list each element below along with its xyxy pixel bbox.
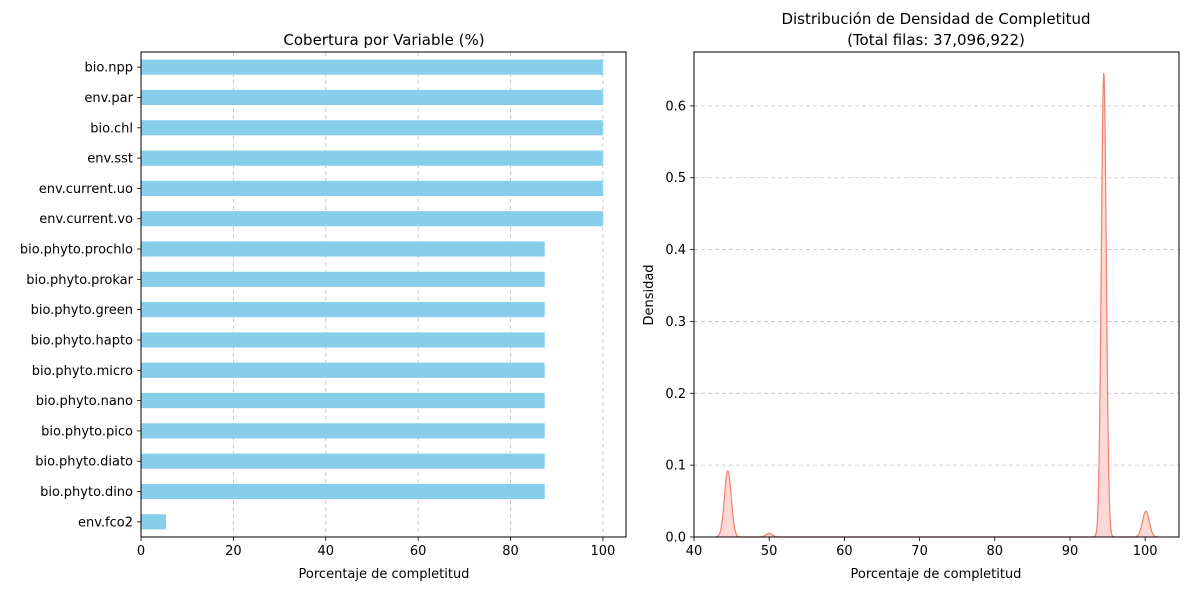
- density-chart-title: Distribución de Densidad de Completitud: [781, 10, 1090, 28]
- bar-chart-category-labels: bio.npp env.par bio.chl env.sst env.current.…: [20, 61, 141, 530]
- bar-chart-bars: [141, 59, 603, 530]
- bar: [141, 59, 603, 75]
- density-chart: Distribución de Densidad de Completitud …: [642, 10, 1180, 582]
- density-chart-x-ticks: 40 50 60 70 80 90 100: [686, 537, 1158, 559]
- bar: [141, 514, 166, 530]
- x-tick-label: 90: [1062, 544, 1079, 559]
- bar: [141, 302, 545, 318]
- bar: [141, 241, 545, 257]
- bar: [141, 150, 603, 166]
- category-label: env.par: [84, 91, 133, 106]
- bar: [141, 271, 545, 287]
- category-label: bio.phyto.hapto: [31, 333, 133, 348]
- category-label: env.sst: [87, 152, 133, 167]
- density-chart-subtitle: (Total filas: 37,096,922): [847, 31, 1025, 49]
- density-chart-frame: [693, 51, 1180, 538]
- y-tick-label: 0.1: [665, 459, 686, 474]
- category-label: bio.phyto.dino: [40, 485, 133, 500]
- category-label: env.current.uo: [39, 182, 133, 197]
- bar: [141, 362, 545, 378]
- category-label: bio.npp: [85, 61, 133, 76]
- density-chart-gridlines: [694, 105, 1179, 466]
- bar: [141, 423, 545, 439]
- bar-chart-title: Cobertura por Variable (%): [283, 31, 484, 49]
- x-tick-label: 60: [836, 544, 853, 559]
- bar: [141, 453, 545, 469]
- bar-chart-frame: [140, 51, 627, 538]
- bar: [141, 89, 603, 106]
- y-tick-label: 0.0: [665, 531, 686, 546]
- density-chart-y-ticks: 0.0 0.1 0.2 0.3 0.4 0.5 0.6: [665, 99, 694, 546]
- y-tick-label: 0.4: [665, 243, 686, 258]
- x-tick-label: 70: [911, 544, 928, 559]
- category-label: env.fco2: [78, 515, 133, 530]
- bar-chart-x-ticks: 0 20 40 60 80 100: [137, 537, 615, 559]
- density-chart-y-axis-label: Densidad: [642, 264, 657, 325]
- bar: [141, 180, 603, 196]
- bar: [141, 332, 545, 348]
- x-tick-label: 100: [1133, 544, 1158, 559]
- x-tick-label: 80: [987, 544, 1004, 559]
- x-tick-label: 40: [317, 544, 334, 559]
- category-label: bio.phyto.prochlo: [20, 243, 133, 258]
- category-label: bio.chl: [90, 121, 133, 136]
- y-tick-label: 0.5: [665, 171, 686, 186]
- coverage-bar-chart: Cobertura por Variable (%) bio.npp env.pa…: [20, 31, 627, 582]
- x-tick-label: 100: [590, 544, 615, 559]
- y-tick-label: 0.2: [665, 387, 686, 402]
- bar-chart-x-axis-label: Porcentaje de completitud: [299, 567, 470, 582]
- y-tick-label: 0.3: [665, 315, 686, 330]
- category-label: bio.phyto.pico: [41, 424, 133, 439]
- x-tick-label: 60: [410, 544, 427, 559]
- category-label: bio.phyto.prokar: [26, 273, 133, 288]
- bar: [141, 211, 603, 227]
- bar: [141, 120, 603, 136]
- category-label: bio.phyto.nano: [36, 394, 133, 409]
- x-tick-label: 0: [137, 544, 145, 559]
- y-tick-label: 0.6: [665, 99, 686, 114]
- category-label: bio.phyto.green: [31, 303, 133, 318]
- bar: [141, 393, 545, 409]
- x-tick-label: 40: [686, 544, 703, 559]
- x-tick-label: 50: [761, 544, 778, 559]
- x-tick-label: 20: [225, 544, 242, 559]
- category-label: env.current.vo: [39, 212, 133, 227]
- x-tick-label: 80: [502, 544, 519, 559]
- bar: [141, 483, 545, 500]
- category-label: bio.phyto.diato: [35, 455, 133, 470]
- category-label: bio.phyto.micro: [32, 364, 133, 379]
- density-chart-x-axis-label: Porcentaje de completitud: [851, 567, 1022, 582]
